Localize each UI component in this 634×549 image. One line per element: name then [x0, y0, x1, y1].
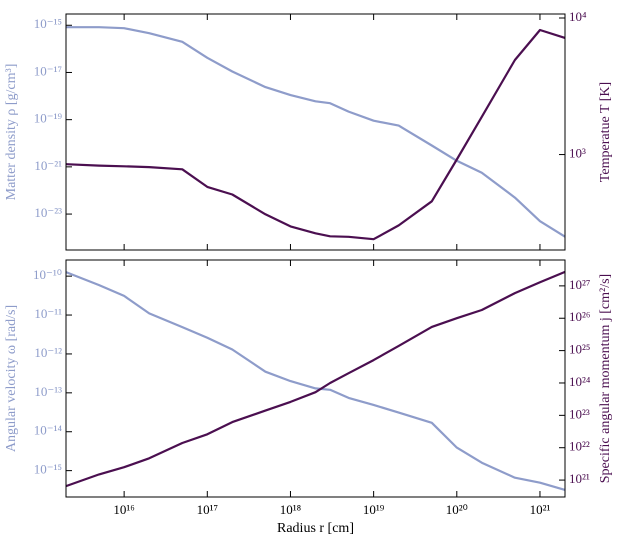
series-line	[65, 28, 566, 241]
y-tick-label: 10⁻¹⁵	[34, 16, 62, 31]
series-line	[65, 271, 566, 491]
x-tick-label: 10¹⁸	[280, 502, 302, 517]
x-tick-label: 10¹⁷	[197, 502, 218, 517]
y-tick-label: 10⁻¹³	[34, 384, 62, 399]
plot-frame	[65, 259, 566, 498]
y-tick-label: 10⁻¹⁷	[34, 63, 62, 78]
x-tick-label: 10¹⁶	[113, 502, 134, 517]
y-tick-label: 10⁻¹⁴	[34, 423, 63, 438]
y2-axis-label: Temperatue T [K]	[598, 82, 613, 182]
y-tick-label: 10⁻¹⁵	[34, 462, 62, 477]
y-axis-label: Matter density ρ [g/cm³]	[4, 64, 19, 201]
y-tick-label: 10⁻²³	[34, 205, 62, 220]
series-line	[66, 26, 566, 238]
x-tick-label: 10²¹	[530, 502, 551, 517]
y-tick-label: 10⁻¹²	[34, 345, 62, 360]
y2-tick-label: 10⁴	[569, 9, 587, 24]
plot-frame	[65, 13, 566, 251]
y2-tick-label: 10²³	[569, 406, 590, 421]
y2-tick-label: 10²¹	[569, 471, 590, 486]
y-axis-label: Angular velocity ω [rad/s]	[4, 305, 19, 452]
x-axis-label: Radius r [cm]	[277, 521, 354, 536]
y2-axis-label: Specific angular momentum j [cm²/s]	[598, 274, 613, 483]
y-tick-label: 10⁻²¹	[34, 158, 62, 173]
y-tick-label: 10⁻¹⁰	[33, 267, 62, 282]
y-tick-label: 10⁻¹¹	[34, 306, 62, 321]
series-line	[65, 270, 566, 488]
y2-tick-label: 10²²	[569, 439, 590, 454]
y2-tick-label: 10²⁴	[569, 374, 591, 389]
y-tick-label: 10⁻¹⁹	[34, 111, 63, 126]
y2-tick-label: 10³	[569, 146, 586, 161]
x-tick-label: 10²⁰	[446, 502, 468, 517]
y2-tick-label: 10²⁵	[569, 342, 590, 357]
y2-tick-label: 10²⁶	[569, 309, 590, 324]
y2-tick-label: 10²⁷	[569, 277, 590, 292]
x-tick-label: 10¹⁹	[363, 502, 385, 517]
